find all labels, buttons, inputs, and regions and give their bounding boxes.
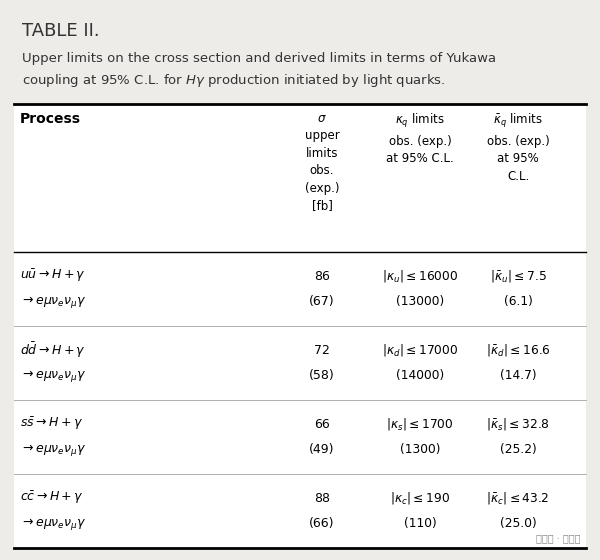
Text: coupling at 95% C.L. for $H\gamma$ production initiated by light quarks.: coupling at 95% C.L. for $H\gamma$ produ… <box>22 72 446 89</box>
Text: $|\bar{\kappa}_d| \leq 16.6$: $|\bar{\kappa}_d| \leq 16.6$ <box>485 342 550 358</box>
FancyBboxPatch shape <box>14 104 586 548</box>
Text: $|\bar{\kappa}_c| \leq 43.2$: $|\bar{\kappa}_c| \leq 43.2$ <box>487 490 550 506</box>
Text: Upper limits on the cross section and derived limits in terms of Yukawa: Upper limits on the cross section and de… <box>22 52 496 65</box>
Text: 86: 86 <box>314 269 330 282</box>
Text: $d\bar{d} \rightarrow H + \gamma$: $d\bar{d} \rightarrow H + \gamma$ <box>20 340 86 360</box>
Text: Process: Process <box>20 112 81 126</box>
Text: $|\bar{\kappa}_u| \leq 7.5$: $|\bar{\kappa}_u| \leq 7.5$ <box>490 268 547 284</box>
Text: (25.0): (25.0) <box>500 517 536 530</box>
Text: 88: 88 <box>314 492 330 505</box>
Text: $\bar{\kappa}_q$ limits
obs. (exp.)
at 95%
C.L.: $\bar{\kappa}_q$ limits obs. (exp.) at 9… <box>487 112 550 183</box>
Text: $|\kappa_c| \leq 190$: $|\kappa_c| \leq 190$ <box>390 490 450 506</box>
Text: $|\kappa_u| \leq 16000$: $|\kappa_u| \leq 16000$ <box>382 268 458 284</box>
Text: $\rightarrow e\mu\nu_e\nu_{\mu}\gamma$: $\rightarrow e\mu\nu_e\nu_{\mu}\gamma$ <box>20 368 86 384</box>
Text: $c\bar{c} \rightarrow H + \gamma$: $c\bar{c} \rightarrow H + \gamma$ <box>20 490 84 506</box>
Text: $s\bar{s} \rightarrow H + \gamma$: $s\bar{s} \rightarrow H + \gamma$ <box>20 416 83 432</box>
Text: 72: 72 <box>314 343 330 357</box>
Text: (67): (67) <box>309 296 335 309</box>
Text: (14.7): (14.7) <box>500 370 536 382</box>
Text: (110): (110) <box>404 517 436 530</box>
Text: (25.2): (25.2) <box>500 444 536 456</box>
Text: $|\kappa_s| \leq 1700$: $|\kappa_s| \leq 1700$ <box>386 416 454 432</box>
Text: 公众号 · 量子位: 公众号 · 量子位 <box>536 533 580 543</box>
Text: TABLE II.: TABLE II. <box>22 22 100 40</box>
Text: $\rightarrow e\mu\nu_e\nu_{\mu}\gamma$: $\rightarrow e\mu\nu_e\nu_{\mu}\gamma$ <box>20 516 86 532</box>
Text: (49): (49) <box>309 444 335 456</box>
Text: $|\bar{\kappa}_s| \leq 32.8$: $|\bar{\kappa}_s| \leq 32.8$ <box>486 416 550 432</box>
Text: $\rightarrow e\mu\nu_e\nu_{\mu}\gamma$: $\rightarrow e\mu\nu_e\nu_{\mu}\gamma$ <box>20 294 86 310</box>
Text: $|\kappa_d| \leq 17000$: $|\kappa_d| \leq 17000$ <box>382 342 458 358</box>
Text: $\rightarrow e\mu\nu_e\nu_{\mu}\gamma$: $\rightarrow e\mu\nu_e\nu_{\mu}\gamma$ <box>20 442 86 458</box>
Text: (14000): (14000) <box>396 370 444 382</box>
Text: (1300): (1300) <box>400 444 440 456</box>
Text: (13000): (13000) <box>396 296 444 309</box>
Text: $u\bar{u} \rightarrow H + \gamma$: $u\bar{u} \rightarrow H + \gamma$ <box>20 268 86 284</box>
Text: $\kappa_q$ limits
obs. (exp.)
at 95% C.L.: $\kappa_q$ limits obs. (exp.) at 95% C.L… <box>386 112 454 165</box>
Text: 66: 66 <box>314 418 330 431</box>
Text: (6.1): (6.1) <box>503 296 532 309</box>
Text: (58): (58) <box>309 370 335 382</box>
Text: (66): (66) <box>309 517 335 530</box>
Text: $\sigma$
upper
limits
obs.
(exp.)
[fb]: $\sigma$ upper limits obs. (exp.) [fb] <box>305 112 340 212</box>
